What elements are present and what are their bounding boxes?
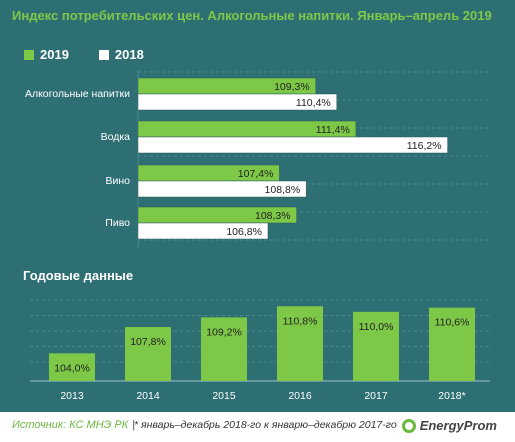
- annual-bar-value-label: 109,2%: [206, 326, 242, 338]
- legend-item-2019: 2019: [24, 47, 69, 62]
- logo-text: EnergyProm: [419, 418, 497, 433]
- annual-data-title: Годовые данные: [23, 268, 134, 283]
- legend-label-2019: 2019: [40, 47, 69, 62]
- chart-title: Индекс потребительских цен. Алкогольные …: [12, 8, 492, 23]
- legend-swatch-2019: [24, 49, 34, 60]
- bar-2018: [137, 93, 338, 111]
- source-label: Источник: КС МНЭ РК: [12, 419, 129, 431]
- category-label: Вино: [105, 175, 130, 187]
- energyprom-logo: EnergyProm: [401, 418, 497, 433]
- logo-icon: [401, 418, 416, 433]
- category-label: Пиво: [105, 217, 130, 229]
- year-tick-label: 2017: [364, 390, 388, 402]
- annual-bar: [49, 353, 95, 381]
- legend: 2019 2018: [24, 47, 166, 62]
- legend-item-2018: 2018: [98, 47, 144, 62]
- bar-value-label: 111,4%: [316, 124, 350, 136]
- bar-value-label: 108,8%: [265, 184, 301, 196]
- annual-bar-value-label: 104,0%: [54, 362, 90, 374]
- year-tick-label: 2018*: [438, 390, 465, 402]
- annual-bar-value-label: 110,0%: [359, 321, 394, 333]
- year-tick-label: 2016: [288, 390, 312, 402]
- bar-2018: [137, 136, 448, 154]
- annual-bar-value-label: 110,6%: [435, 317, 470, 329]
- footer: Источник: КС МНЭ РК | * январь–декабрь 20…: [0, 412, 515, 442]
- legend-swatch-2018: [98, 49, 109, 60]
- annual-bar: [125, 327, 171, 381]
- bar-value-label: 110,4%: [296, 97, 331, 109]
- annual-bar: [277, 306, 323, 381]
- year-tick-label: 2013: [60, 390, 84, 402]
- annual-bar-value-label: 107,8%: [130, 336, 166, 348]
- annual-bar: [201, 317, 247, 381]
- year-tick-label: 2014: [136, 390, 160, 402]
- footer-separator: |: [132, 419, 136, 431]
- chart-svg: Алкогольные напитки 109,3% 110,4% Водка 111,…: [25, 70, 490, 402]
- year-tick-label: 2015: [212, 390, 236, 402]
- annual-bar: [429, 307, 475, 381]
- annual-bar: [353, 311, 399, 381]
- annual-bar-value-label: 110,8%: [283, 315, 318, 327]
- bar-value-label: 116,2%: [407, 140, 442, 152]
- bar-value-label: 108,3%: [255, 210, 291, 222]
- category-label: Алкогольные напитки: [25, 88, 130, 100]
- bar-2018: [137, 180, 307, 198]
- category-label: Водка: [101, 131, 131, 143]
- legend-label-2018: 2018: [114, 47, 144, 62]
- source-text: Источник: КС МНЭ РК |: [12, 419, 139, 431]
- bar-value-label: 106,8%: [226, 226, 262, 238]
- bar-value-label: 109,3%: [274, 81, 310, 93]
- bar-2018: [137, 222, 269, 240]
- footnote: * январь–декабрь 2018-го к январю–декабр…: [134, 419, 397, 431]
- bar-value-label: 107,4%: [238, 168, 274, 180]
